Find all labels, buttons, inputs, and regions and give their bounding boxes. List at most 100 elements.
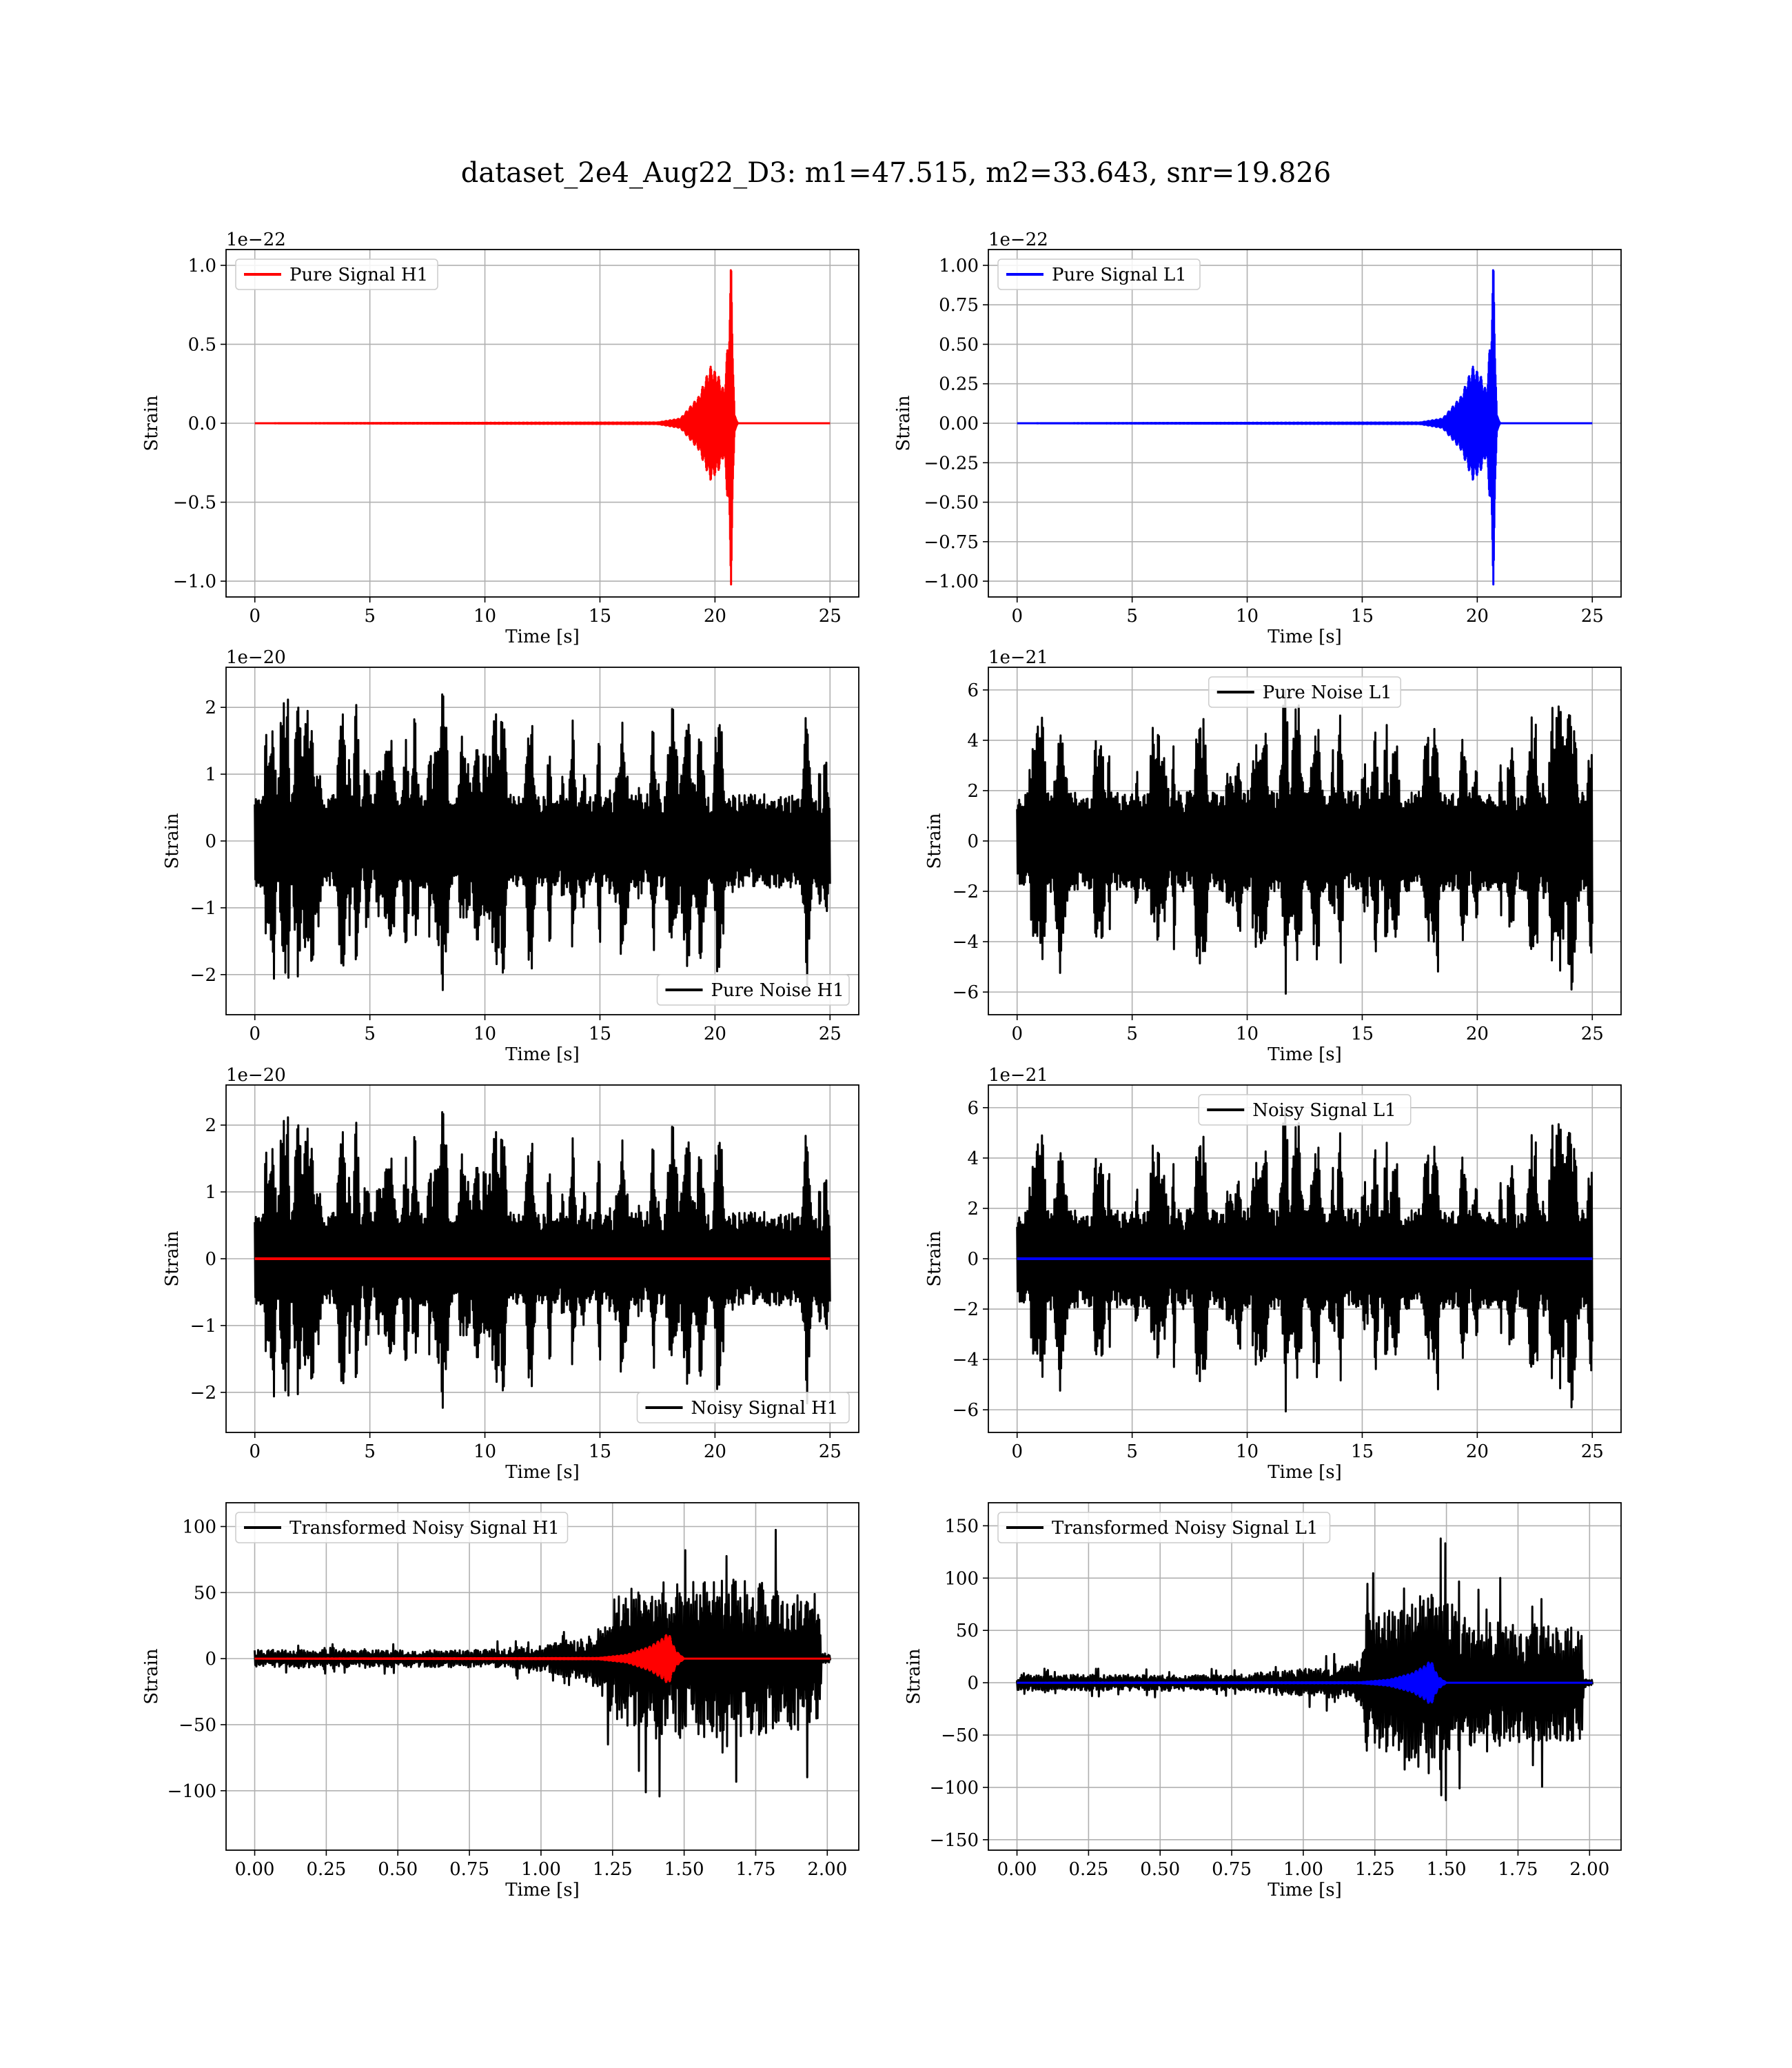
y-tick-label: −2 xyxy=(190,1383,216,1403)
x-tick-label: 5 xyxy=(1126,606,1138,627)
x-tick-label: 10 xyxy=(1236,1441,1259,1462)
y-axis-label: Strain xyxy=(924,1230,945,1287)
x-tick-label: 10 xyxy=(474,1024,496,1044)
series-group xyxy=(1016,1537,1594,1801)
legend-box xyxy=(997,1512,1331,1543)
y-axis-label: Strain xyxy=(904,1648,924,1705)
series-group xyxy=(1016,1106,1594,1412)
y-tick-label: 1 xyxy=(205,1182,216,1203)
y-tick-label: 0.50 xyxy=(939,334,979,355)
y-tick-label: 1 xyxy=(205,764,216,785)
y-tick-label: −1 xyxy=(190,898,216,919)
x-tick-label: 15 xyxy=(589,606,611,627)
x-tick-label: 25 xyxy=(819,1024,842,1044)
series-line-noisy-signal-l1 xyxy=(1016,1106,1594,1412)
y-tick-label: 0.0 xyxy=(188,414,216,434)
x-tick-label: 2.00 xyxy=(1569,1859,1609,1880)
legend: Pure Noise L1 xyxy=(1208,676,1401,708)
legend-label: Pure Signal H1 xyxy=(289,265,428,285)
y-tick-label: 0 xyxy=(205,1649,216,1670)
y-tick-label: −0.50 xyxy=(924,493,979,514)
y-tick-label: −1.00 xyxy=(924,571,979,592)
y-tick-label: −6 xyxy=(953,1400,979,1421)
x-tick-label: 25 xyxy=(1581,1024,1604,1044)
panel-noisy-signal-l1: 0 5 10 15 20 25 −6 −4 −2 0 2 4 6 Time [s] Strain 1e−21 N… xyxy=(924,1065,1622,1483)
y-axis-label: Strain xyxy=(141,395,162,452)
x-axis-label: Time [s] xyxy=(1267,1880,1342,1900)
x-tick-label: 15 xyxy=(1351,1024,1374,1044)
legend: Pure Signal H1 xyxy=(235,258,438,290)
y-tick-label: −50 xyxy=(941,1725,979,1746)
y-tick-label: 2 xyxy=(205,698,216,718)
y-tick-label: −0.75 xyxy=(924,532,979,553)
legend-box xyxy=(235,258,438,290)
series-group xyxy=(254,1111,831,1409)
x-tick-label: 10 xyxy=(474,1441,496,1462)
x-tick-label: 15 xyxy=(589,1024,611,1044)
series-line-overlay-1 xyxy=(1016,1661,1594,1704)
y-tick-label: 2 xyxy=(205,1115,216,1136)
y-tick-label: 100 xyxy=(944,1568,979,1589)
x-tick-label: 0 xyxy=(249,1024,261,1044)
x-axis-label: Time [s] xyxy=(505,1044,580,1065)
legend-box xyxy=(656,974,850,1006)
x-tick-label: 0.25 xyxy=(306,1859,346,1880)
y-axis-label: Strain xyxy=(162,1230,183,1287)
y-tick-label: 0 xyxy=(967,1673,979,1694)
x-tick-label: 0.00 xyxy=(997,1859,1037,1880)
x-tick-label: 1.75 xyxy=(736,1859,776,1880)
panel-pure-noise-h1: 0 5 10 15 20 25 −2 −1 0 1 2 Time [s] Strain 1e−20 Pure… xyxy=(162,647,859,1065)
legend-box xyxy=(636,1392,850,1423)
y-tick-label: 0.25 xyxy=(939,374,979,395)
x-tick-label: 20 xyxy=(704,1441,726,1462)
x-tick-label: 0.75 xyxy=(1212,1859,1252,1880)
y-tick-label: 4 xyxy=(967,1148,979,1169)
y-tick-label: −2 xyxy=(953,1299,979,1320)
legend-box xyxy=(1198,1094,1412,1126)
offset-text: 1e−20 xyxy=(226,1065,286,1086)
y-tick-label: −1.0 xyxy=(173,571,216,592)
x-tick-label: 0.25 xyxy=(1068,1859,1108,1880)
offset-text: 1e−22 xyxy=(988,230,1048,250)
y-tick-label: −100 xyxy=(167,1781,216,1802)
x-tick-label: 0.50 xyxy=(1140,1859,1180,1880)
x-tick-label: 5 xyxy=(1126,1441,1138,1462)
legend-box xyxy=(235,1512,569,1543)
series-line-pure-signal-h1 xyxy=(254,269,831,586)
legend-label: Noisy Signal H1 xyxy=(691,1398,839,1419)
y-tick-label: −150 xyxy=(930,1830,979,1851)
x-tick-label: 0.50 xyxy=(378,1859,418,1880)
legend-label: Transformed Noisy Signal H1 xyxy=(289,1518,560,1539)
series-line-transformed-noisy-signal-h1 xyxy=(254,1528,831,1798)
series-group xyxy=(254,1528,831,1798)
panel-transformed-l1: 0.00 0.25 0.50 0.75 1.00 1.25 1.50 1.75 2.00 −150… xyxy=(904,1502,1622,1900)
legend-box xyxy=(997,258,1201,290)
x-tick-label: 10 xyxy=(1236,606,1259,627)
x-tick-label: 5 xyxy=(364,606,376,627)
x-tick-label: 10 xyxy=(1236,1024,1259,1044)
y-tick-label: −6 xyxy=(953,982,979,1003)
axes-frame xyxy=(225,1502,859,1851)
panel-noisy-signal-h1: 0 5 10 15 20 25 −2 −1 0 1 2 Time [s] Strain 1e−20 Nois… xyxy=(162,1065,859,1483)
y-tick-label: 50 xyxy=(956,1621,979,1641)
figure-title: dataset_2e4_Aug22_D3: m1=47.515, m2=33.6… xyxy=(460,157,1332,189)
offset-text: 1e−22 xyxy=(226,230,286,250)
x-tick-label: 20 xyxy=(1466,1024,1489,1044)
x-axis-label: Time [s] xyxy=(505,1880,580,1900)
x-tick-label: 20 xyxy=(704,606,726,627)
legend-label: Noisy Signal L1 xyxy=(1252,1100,1396,1121)
legend-label: Transformed Noisy Signal L1 xyxy=(1052,1518,1318,1539)
x-tick-label: 0.75 xyxy=(449,1859,489,1880)
y-tick-label: 0 xyxy=(967,1249,979,1270)
x-tick-label: 1.50 xyxy=(1427,1859,1467,1880)
y-axis-label: Strain xyxy=(162,813,183,869)
x-tick-label: 1.25 xyxy=(593,1859,633,1880)
x-axis-label: Time [s] xyxy=(1267,627,1342,647)
x-tick-label: 20 xyxy=(1466,606,1489,627)
x-axis-label: Time [s] xyxy=(1267,1044,1342,1065)
y-tick-label: 2 xyxy=(967,1199,979,1219)
x-tick-label: 0 xyxy=(1011,1441,1023,1462)
legend-label: Pure Noise L1 xyxy=(1263,682,1392,703)
y-tick-label: 0 xyxy=(205,1249,216,1270)
